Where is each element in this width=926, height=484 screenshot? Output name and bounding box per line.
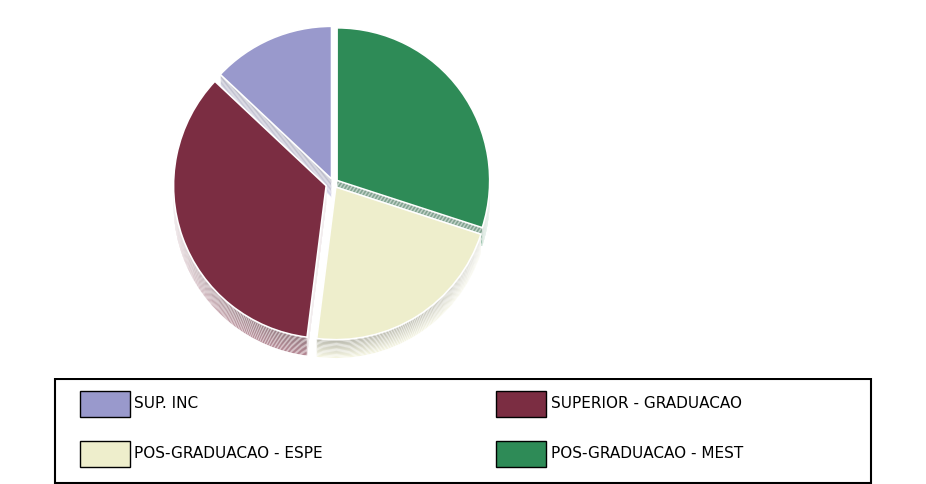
Text: SUPERIOR - GRADUACAO: SUPERIOR - GRADUACAO (551, 395, 742, 410)
FancyBboxPatch shape (80, 441, 130, 467)
Wedge shape (173, 89, 326, 345)
Wedge shape (317, 188, 481, 341)
Wedge shape (317, 204, 481, 357)
Wedge shape (173, 92, 326, 348)
Wedge shape (317, 203, 481, 356)
Wedge shape (173, 82, 326, 338)
Wedge shape (173, 100, 326, 356)
Wedge shape (220, 29, 332, 182)
FancyBboxPatch shape (80, 392, 130, 417)
Wedge shape (220, 32, 332, 185)
Wedge shape (337, 40, 490, 240)
Wedge shape (220, 45, 332, 197)
Wedge shape (317, 205, 481, 358)
Wedge shape (317, 198, 481, 351)
Wedge shape (337, 39, 490, 239)
Wedge shape (173, 96, 326, 352)
Wedge shape (220, 30, 332, 182)
Wedge shape (337, 46, 490, 246)
Wedge shape (337, 35, 490, 235)
Wedge shape (173, 98, 326, 354)
Wedge shape (337, 29, 490, 229)
Wedge shape (337, 41, 490, 241)
Wedge shape (173, 81, 326, 337)
Wedge shape (317, 189, 481, 342)
Wedge shape (220, 44, 332, 196)
FancyBboxPatch shape (55, 378, 871, 483)
Wedge shape (173, 88, 326, 343)
Wedge shape (317, 192, 481, 345)
Wedge shape (220, 35, 332, 187)
Wedge shape (337, 44, 490, 243)
Wedge shape (317, 197, 481, 349)
Wedge shape (173, 85, 326, 341)
Wedge shape (173, 84, 326, 340)
Wedge shape (317, 193, 481, 346)
Wedge shape (317, 196, 481, 348)
Text: SUP. INC: SUP. INC (134, 395, 198, 410)
Wedge shape (337, 45, 490, 245)
Wedge shape (220, 42, 332, 195)
Wedge shape (220, 34, 332, 186)
Wedge shape (317, 200, 481, 353)
Text: POS-GRADUACAO - MEST: POS-GRADUACAO - MEST (551, 446, 743, 461)
Wedge shape (317, 191, 481, 343)
Text: POS-GRADUACAO - ESPE: POS-GRADUACAO - ESPE (134, 446, 322, 461)
Wedge shape (173, 90, 326, 346)
Wedge shape (220, 36, 332, 189)
Wedge shape (337, 33, 490, 232)
Wedge shape (173, 93, 326, 349)
Wedge shape (317, 202, 481, 354)
Wedge shape (317, 195, 481, 347)
Wedge shape (220, 41, 332, 194)
Wedge shape (337, 34, 490, 234)
FancyBboxPatch shape (496, 441, 546, 467)
Wedge shape (337, 28, 490, 227)
Wedge shape (337, 31, 490, 231)
Wedge shape (337, 30, 490, 230)
Wedge shape (337, 36, 490, 236)
Wedge shape (220, 28, 332, 180)
Wedge shape (317, 199, 481, 352)
Wedge shape (220, 39, 332, 191)
Wedge shape (220, 26, 332, 179)
Wedge shape (173, 97, 326, 353)
Wedge shape (173, 95, 326, 350)
Wedge shape (173, 91, 326, 347)
Wedge shape (317, 187, 481, 340)
Wedge shape (220, 37, 332, 190)
Wedge shape (220, 31, 332, 184)
FancyBboxPatch shape (496, 392, 546, 417)
Wedge shape (337, 38, 490, 238)
Wedge shape (220, 40, 332, 193)
Wedge shape (173, 86, 326, 342)
Wedge shape (337, 43, 490, 242)
